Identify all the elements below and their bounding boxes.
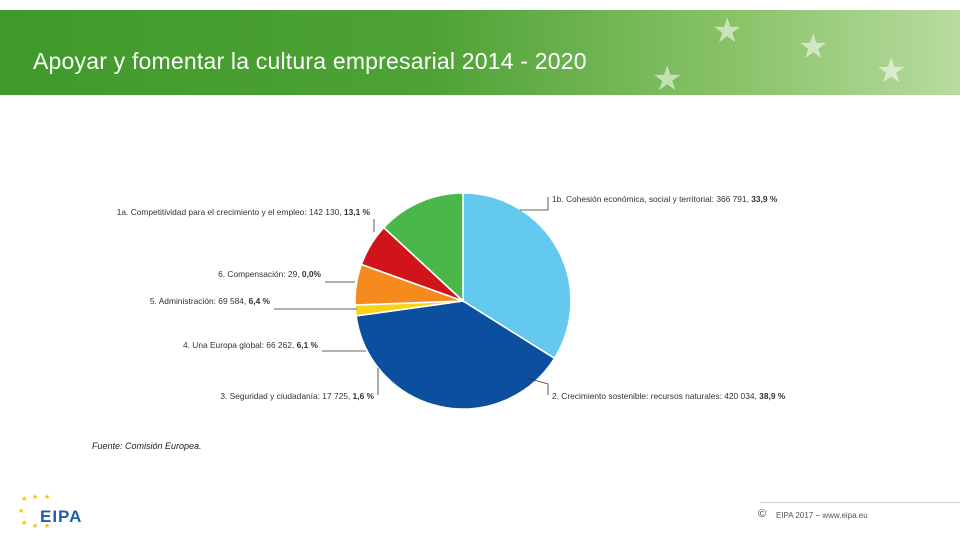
- slice-label: 4. Una Europa global: 66 262, 6,1 %: [183, 340, 319, 350]
- slice-label: 3. Seguridad y ciudadanía: 17 725, 1,6 %: [220, 391, 374, 401]
- slice-label: 2. Crecimiento sostenible: recursos natu…: [552, 391, 786, 401]
- star-icon: ★: [876, 52, 907, 90]
- slice-label: 5. Administración: 69 584, 6,4 %: [150, 296, 271, 306]
- pie-slice: [355, 300, 556, 410]
- star-icon: ★: [798, 28, 829, 66]
- slide-title: Apoyar y fomentar la cultura empresarial…: [33, 48, 587, 74]
- slice-label: 6. Compensación: 29, 0,0%: [218, 269, 321, 279]
- star-icon: ★: [652, 60, 683, 98]
- eipa-logo: ★ ★ ★ ★ ★ ★ ★ EIPA: [18, 494, 83, 530]
- logo-text: EIPA: [40, 507, 83, 526]
- star-icon: ★: [712, 12, 743, 50]
- chart-source: Fuente: Comisión Europea.: [92, 441, 202, 451]
- copyright-icon: ©: [758, 508, 767, 520]
- slice-label: 1b. Cohesión económica, social y territo…: [552, 194, 778, 204]
- pie-slice: [382, 192, 464, 303]
- footer-divider: [760, 502, 960, 503]
- slice-label: 1a. Competitividad para el crecimiento y…: [117, 207, 371, 217]
- footer-text: EIPA 2017 − www.eipa.eu: [776, 511, 868, 520]
- title-banner: ★ ★ ★ ★ Apoyar y fomentar la cultura emp…: [0, 10, 960, 98]
- leader-line: [526, 377, 549, 395]
- leader-line: [520, 197, 549, 211]
